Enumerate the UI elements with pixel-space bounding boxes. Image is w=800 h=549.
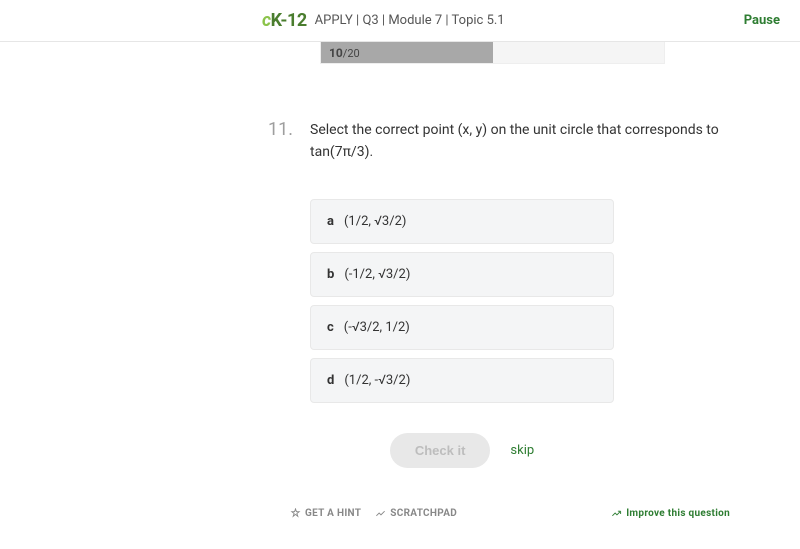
hint-icon xyxy=(290,508,301,519)
choice-d[interactable]: d (1/2, -√3/2) xyxy=(310,358,614,403)
question-content: 11. Select the correct point (x, y) on t… xyxy=(268,119,733,468)
choice-text: (1/2, -√3/2) xyxy=(344,373,410,388)
actions-row: Check it skip xyxy=(310,433,614,468)
header-left: cK-12 APPLY | Q3 | Module 7 | Topic 5.1 xyxy=(262,10,505,31)
header-bar: cK-12 APPLY | Q3 | Module 7 | Topic 5.1 … xyxy=(0,0,800,42)
check-button[interactable]: Check it xyxy=(390,433,491,468)
progress-fill: 10/20 xyxy=(321,42,493,63)
footer-bar: GET A HINT SCRATCHPAD Improve this quest… xyxy=(290,508,730,519)
choice-letter: a xyxy=(327,214,334,229)
choice-text: (-√3/2, 1/2) xyxy=(344,320,410,335)
improve-question-button[interactable]: Improve this question xyxy=(611,508,730,519)
hint-label: GET A HINT xyxy=(305,508,361,519)
scratchpad-icon xyxy=(375,508,386,519)
choice-letter: d xyxy=(327,373,334,388)
logo[interactable]: cK-12 xyxy=(262,10,307,31)
progress-total: /20 xyxy=(343,47,360,60)
question-text: Select the correct point (x, y) on the u… xyxy=(310,119,733,164)
pause-button[interactable]: Pause xyxy=(744,13,780,28)
question-row: 11. Select the correct point (x, y) on t… xyxy=(268,119,733,164)
choice-text: (1/2, √3/2) xyxy=(344,214,406,229)
logo-k12: K-12 xyxy=(271,10,307,31)
progress-current: 10 xyxy=(329,46,343,60)
progress-bar: 10/20 xyxy=(320,42,665,64)
skip-link[interactable]: skip xyxy=(510,443,534,458)
improve-label: Improve this question xyxy=(626,508,730,519)
question-number: 11. xyxy=(268,119,292,140)
footer-left: GET A HINT SCRATCHPAD xyxy=(290,508,457,519)
progress-text: 10/20 xyxy=(329,46,360,60)
choice-text: (-1/2, √3/2) xyxy=(344,267,410,282)
get-hint-button[interactable]: GET A HINT xyxy=(290,508,361,519)
scratchpad-button[interactable]: SCRATCHPAD xyxy=(375,508,457,519)
choices-list: a (1/2, √3/2) b (-1/2, √3/2) c (-√3/2, 1… xyxy=(310,199,733,403)
improve-icon xyxy=(611,508,622,519)
scratchpad-label: SCRATCHPAD xyxy=(390,508,457,519)
choice-c[interactable]: c (-√3/2, 1/2) xyxy=(310,305,614,350)
choice-letter: c xyxy=(327,320,334,335)
logo-c: c xyxy=(262,10,271,31)
choice-b[interactable]: b (-1/2, √3/2) xyxy=(310,252,614,297)
choice-letter: b xyxy=(327,267,334,282)
choice-a[interactable]: a (1/2, √3/2) xyxy=(310,199,614,244)
breadcrumb: APPLY | Q3 | Module 7 | Topic 5.1 xyxy=(315,13,505,28)
